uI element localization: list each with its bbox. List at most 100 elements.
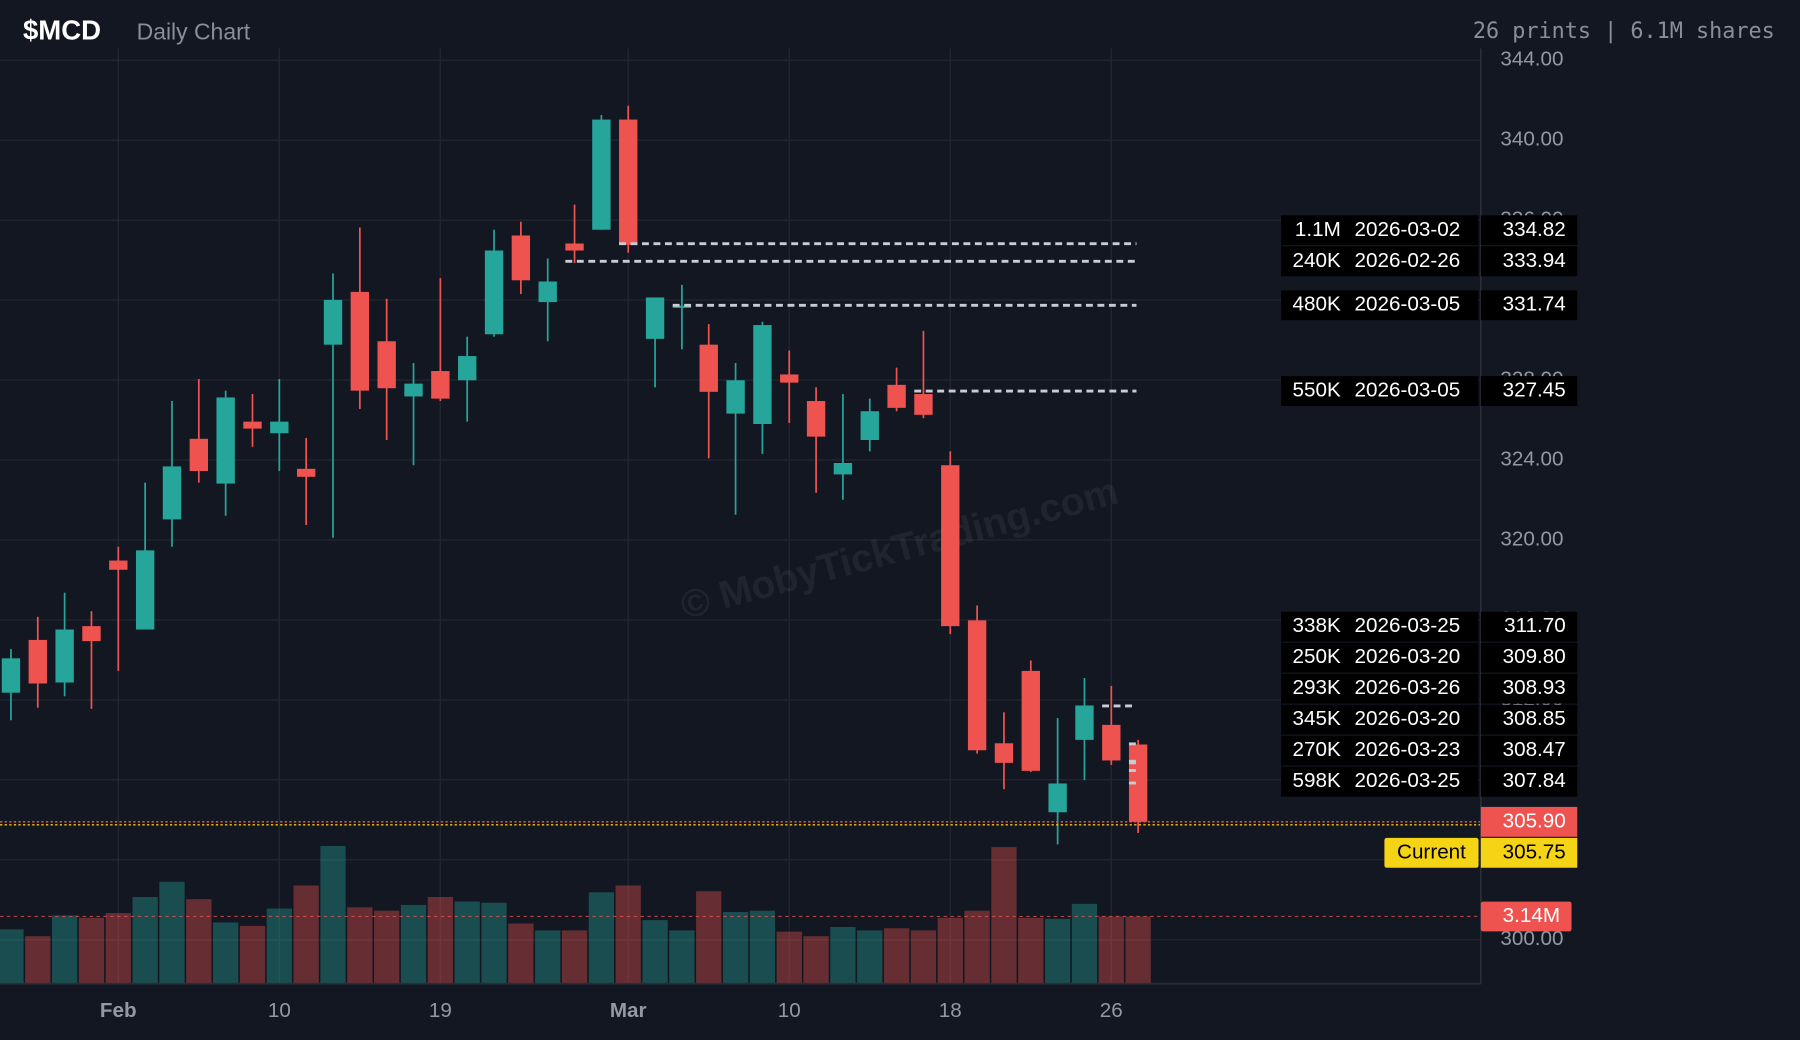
candle-body: [833, 463, 853, 475]
print-date: 2026-02-26: [1355, 249, 1461, 272]
volume-bar: [427, 896, 453, 984]
y-tick-label: 300.00: [1500, 927, 1563, 950]
volume-bar: [1125, 916, 1151, 984]
print-price: 308.93: [1503, 676, 1566, 699]
volume-bar: [454, 901, 480, 984]
candle-body: [511, 235, 531, 281]
candle-body: [538, 281, 557, 303]
candle-body: [270, 421, 289, 434]
current-name: Current: [1397, 840, 1466, 863]
volume-bar: [159, 881, 185, 984]
candle-body: [1, 658, 21, 693]
print-size: 270K: [1293, 738, 1341, 761]
print-price-box: [1480, 611, 1578, 642]
candle-body: [404, 383, 423, 397]
y-tick-label: 340.00: [1500, 128, 1563, 151]
volume-bar: [561, 930, 588, 984]
x-tick-label: 10: [778, 999, 801, 1022]
candle-body: [109, 560, 128, 570]
volume-bar: [1098, 916, 1124, 984]
candle-body: [592, 119, 611, 230]
print-label-box: [1281, 735, 1479, 766]
volume-average-box: [1480, 901, 1572, 932]
print-price: 309.80: [1503, 645, 1566, 668]
print-label-box: [1281, 290, 1479, 321]
x-tick-label: Mar: [610, 999, 647, 1022]
volume-bar: [535, 930, 561, 984]
volume-average-label: 3.14M: [1503, 904, 1560, 927]
volume-bar: [696, 891, 722, 984]
x-tick-label: 10: [268, 999, 291, 1022]
print-label-box: [1281, 766, 1479, 797]
volume-bar: [0, 929, 24, 984]
volume-bar: [642, 920, 668, 984]
current-name-box: [1384, 837, 1479, 868]
volume-bar: [615, 885, 641, 984]
candle-body: [619, 119, 638, 245]
print-date: 2026-03-25: [1355, 614, 1461, 637]
volume-bar: [803, 936, 829, 984]
candle-body: [887, 384, 906, 408]
candle-body: [565, 243, 584, 251]
print-size: 345K: [1293, 707, 1341, 730]
x-tick-label: 18: [939, 999, 962, 1022]
print-label-box: [1281, 642, 1479, 673]
volume-bar: [1018, 917, 1044, 984]
volume-bar: [722, 911, 749, 984]
candle-body: [1075, 705, 1094, 740]
print-price: 307.84: [1503, 769, 1566, 792]
y-tick-label: 320.00: [1500, 527, 1563, 550]
volume-bar: [25, 936, 51, 984]
print-price: 327.45: [1503, 378, 1566, 401]
print-size: 338K: [1293, 614, 1341, 637]
print-label-box: [1281, 215, 1479, 246]
print-price-box: [1480, 735, 1578, 766]
print-date: 2026-03-02: [1355, 218, 1461, 241]
print-label-box: [1281, 246, 1479, 277]
header-bar: [0, 0, 1800, 49]
y-tick-label: 324.00: [1500, 447, 1563, 470]
print-price: 333.94: [1503, 249, 1566, 272]
volume-bar: [857, 930, 883, 984]
volume-bar: [991, 847, 1017, 984]
print-size: 598K: [1293, 769, 1341, 792]
print-date: 2026-03-05: [1355, 293, 1461, 316]
candle-body: [914, 394, 933, 415]
candle-body: [672, 305, 692, 308]
print-date: 2026-03-26: [1355, 676, 1461, 699]
volume-bar: [374, 910, 400, 984]
candle-body: [484, 250, 504, 335]
print-price-box: [1480, 642, 1578, 673]
candle-body: [28, 639, 47, 684]
print-date: 2026-03-20: [1355, 645, 1461, 668]
volume-bar: [481, 902, 507, 984]
candle-body: [806, 401, 826, 437]
candle-body: [1048, 783, 1067, 813]
print-date: 2026-03-20: [1355, 707, 1461, 730]
candle-body: [377, 341, 396, 389]
print-label-box: [1281, 611, 1479, 642]
volume-bar: [1045, 918, 1071, 984]
volume-bar: [669, 930, 695, 984]
volume-bar: [105, 913, 131, 984]
candle-body: [645, 297, 665, 339]
candle-body: [82, 626, 101, 642]
volume-bar: [293, 885, 319, 984]
summary: 26 prints | 6.1M shares: [1473, 19, 1775, 44]
candle-body: [726, 380, 745, 414]
volume-bar: [213, 922, 239, 984]
x-tick-label: 26: [1100, 999, 1123, 1022]
candle-body: [189, 438, 208, 472]
candle-body: [55, 629, 74, 683]
volume-bar: [776, 931, 802, 984]
print-date: 2026-03-23: [1355, 738, 1461, 761]
print-label-box: [1281, 673, 1479, 704]
volume-bar: [910, 930, 937, 984]
candle-body: [431, 371, 450, 399]
print-date: 2026-03-25: [1355, 769, 1461, 792]
candle-body: [941, 465, 960, 627]
volume-bar: [51, 915, 78, 984]
y-tick-label: 344.00: [1500, 48, 1563, 71]
